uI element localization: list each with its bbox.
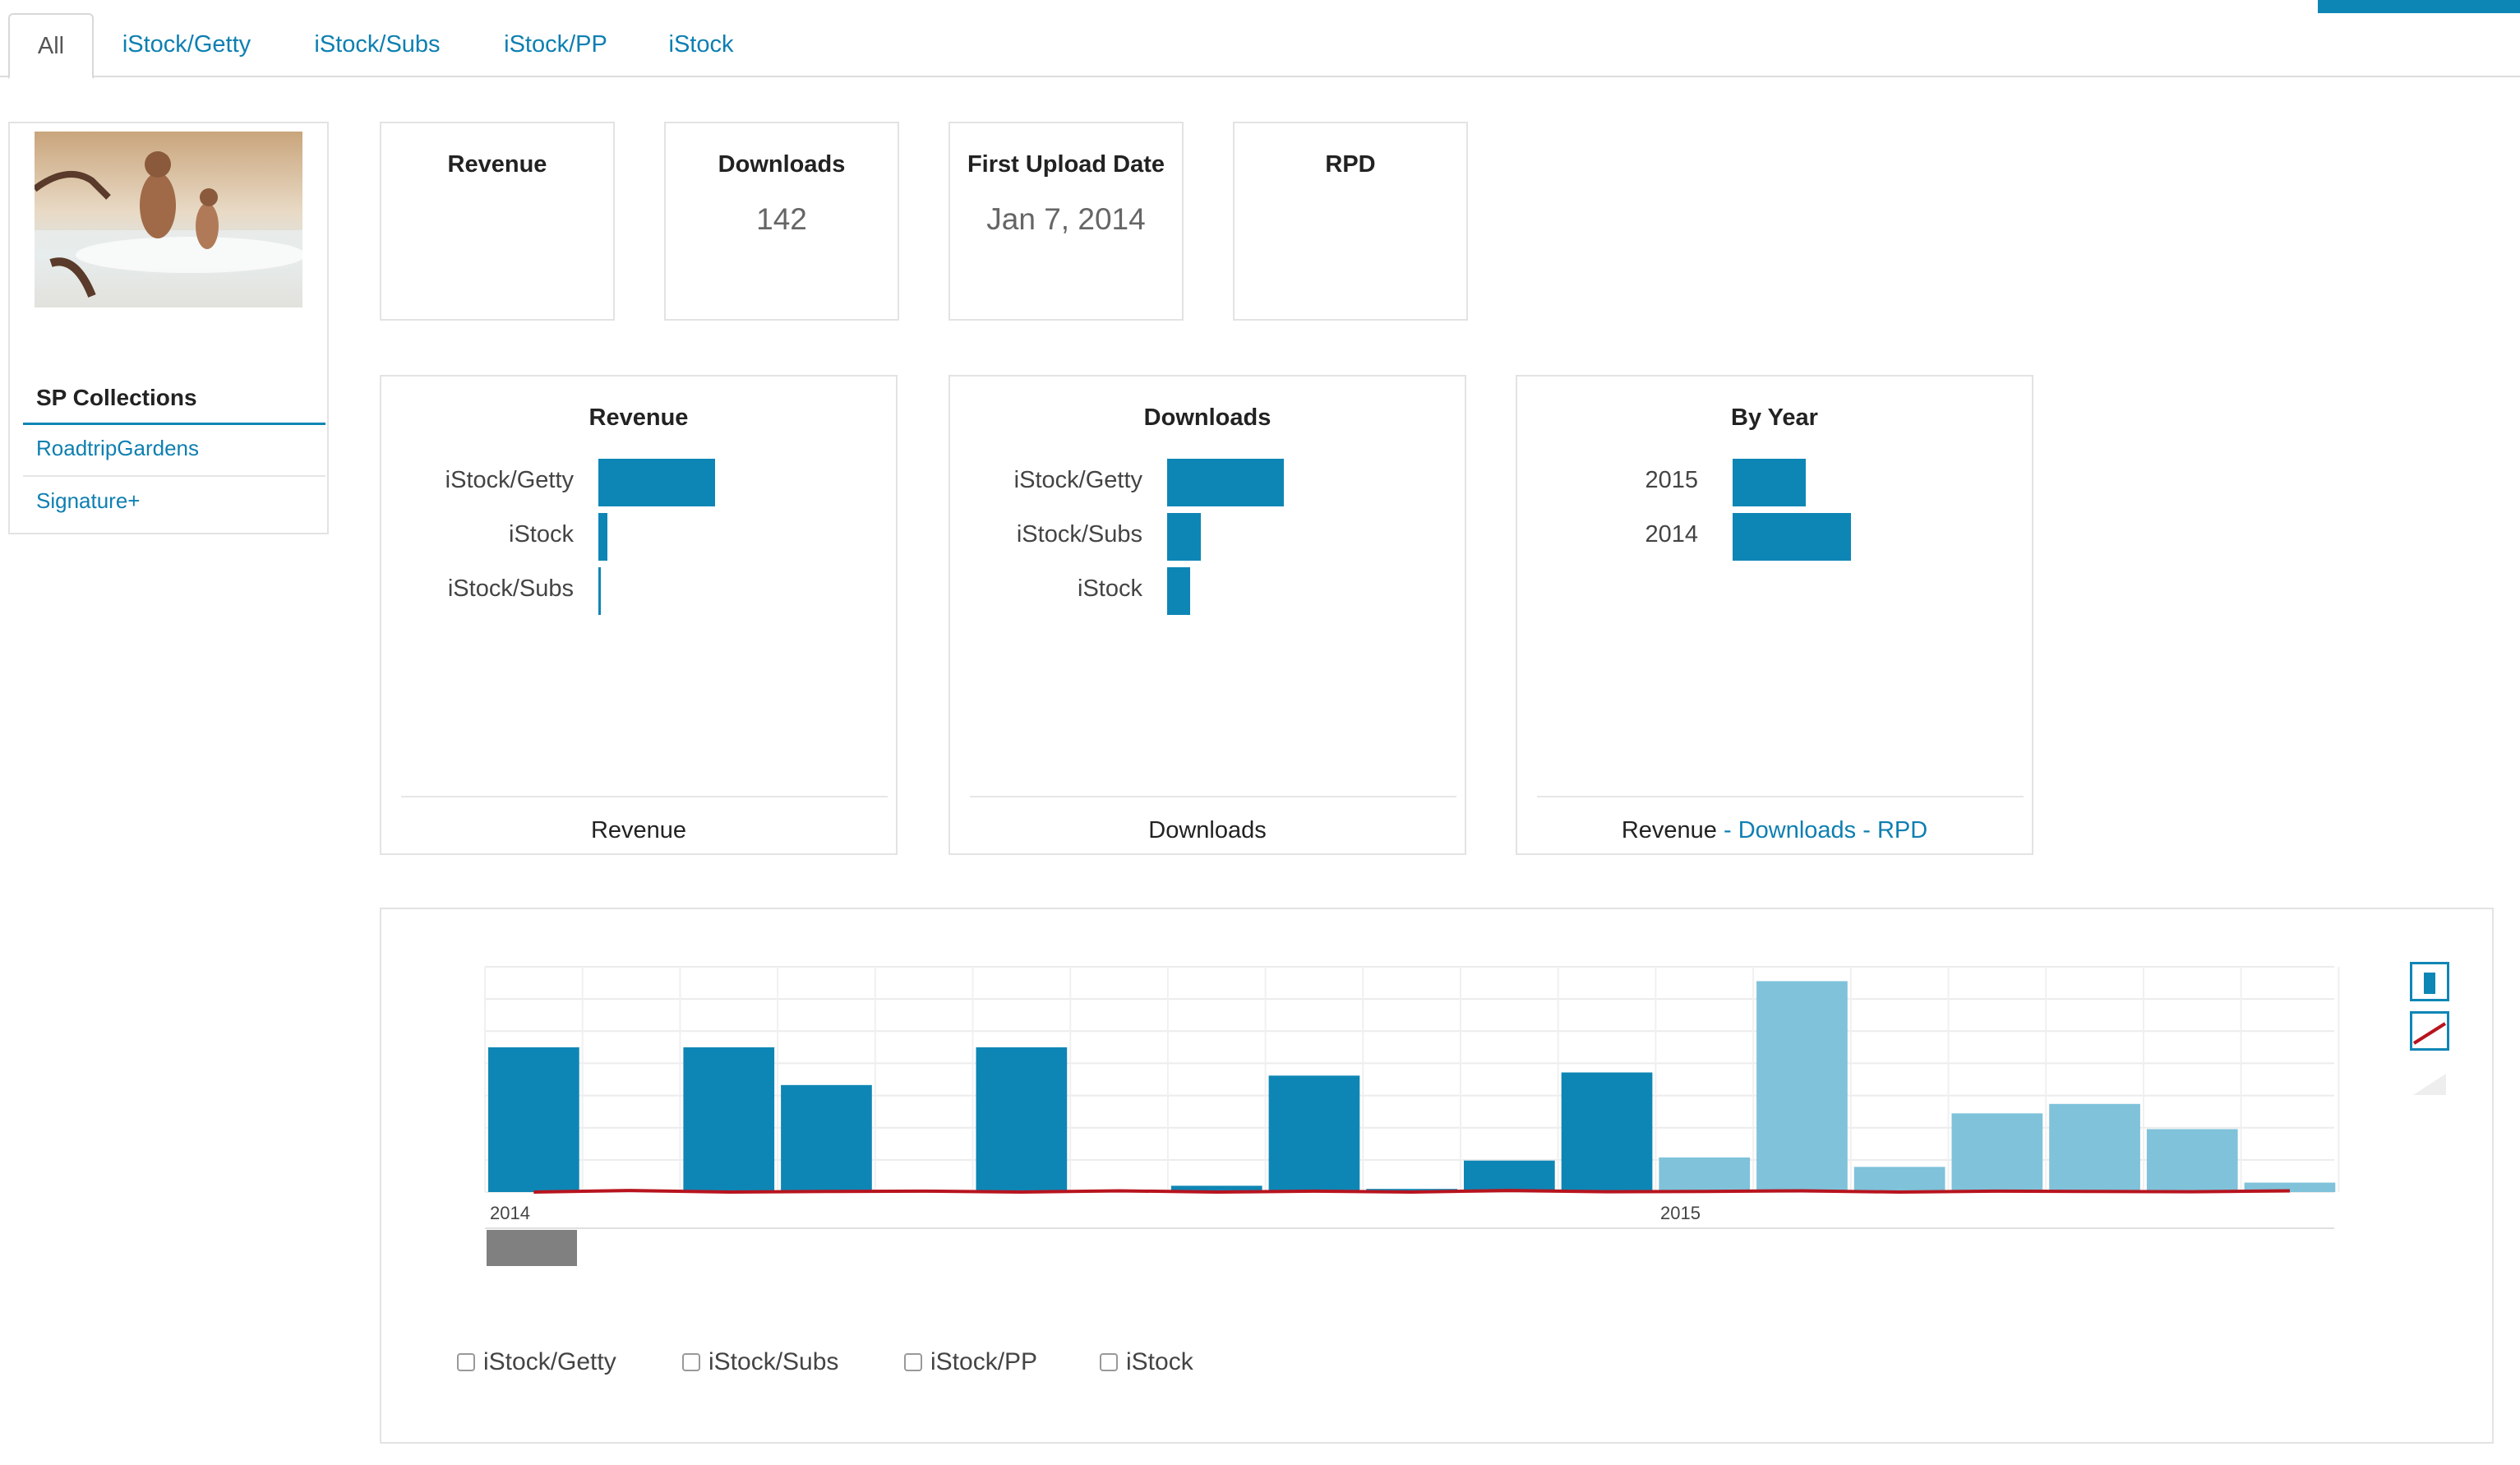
- stat-label: Revenue: [447, 151, 547, 178]
- x-axis-label: 2014: [490, 1203, 530, 1223]
- chart-bar[interactable]: [1170, 1185, 1262, 1192]
- separator: -: [1716, 817, 1738, 843]
- checkbox[interactable]: [904, 1353, 922, 1371]
- chart-bar[interactable]: [1268, 1075, 1360, 1192]
- bar-label: 2014: [1645, 521, 1698, 548]
- metric-revenue-current: Revenue: [1621, 817, 1717, 843]
- panel-title: Revenue: [588, 404, 689, 431]
- range-selector-handle[interactable]: [487, 1230, 577, 1266]
- checkbox[interactable]: [1100, 1353, 1118, 1371]
- panel-footer: Revenue: [590, 817, 687, 843]
- divider: [1537, 796, 2024, 797]
- chart-bar[interactable]: [2049, 1103, 2140, 1192]
- chart-bar[interactable]: [1853, 1167, 1945, 1192]
- revenue-bar[interactable]: [598, 459, 715, 506]
- checkbox-label: iStock/PP: [930, 1348, 1038, 1375]
- image-sidebar: [8, 122, 329, 534]
- chart-bar[interactable]: [1464, 1160, 1555, 1192]
- bar-label: 2015: [1645, 467, 1698, 493]
- filter-istock-getty[interactable]: iStock/Getty: [457, 1348, 616, 1376]
- bar-label: iStock/Getty: [445, 467, 574, 493]
- separator: -: [1856, 817, 1877, 843]
- stat-card-revenue: Revenue: [380, 122, 615, 321]
- checkbox-label: iStock/Subs: [708, 1348, 839, 1375]
- downloads-bar[interactable]: [1167, 459, 1284, 506]
- bar-label: iStock/Subs: [447, 575, 574, 602]
- revenue-bar[interactable]: [598, 567, 601, 615]
- chart-bar[interactable]: [976, 1047, 1068, 1192]
- sp-collections-title: SP Collections: [36, 385, 197, 410]
- panel-title: Downloads: [1143, 404, 1272, 431]
- downloads-bar[interactable]: [1167, 513, 1201, 561]
- checkbox-label: iStock/Getty: [483, 1348, 616, 1375]
- chart-bar[interactable]: [1756, 981, 1848, 1192]
- stat-card-downloads: Downloads 142: [664, 122, 899, 321]
- stat-card-first-upload-date: First Upload Date Jan 7, 2014: [948, 122, 1184, 321]
- divider: [401, 796, 888, 797]
- bar-label: iStock: [1078, 575, 1142, 602]
- chart-bar[interactable]: [2146, 1129, 2238, 1192]
- image-thumbnail[interactable]: [35, 132, 302, 307]
- chart-bar[interactable]: [781, 1084, 872, 1192]
- sp-collections-underline: [23, 423, 325, 425]
- chart-bar[interactable]: [2244, 1182, 2336, 1192]
- chart-bars: [488, 981, 2336, 1192]
- divider: [970, 796, 1456, 797]
- bar-chart-icon[interactable]: [2410, 962, 2449, 1001]
- stat-card-rpd: RPD: [1233, 122, 1468, 321]
- x-axis-label: 2015: [1660, 1203, 1701, 1223]
- filter-istock[interactable]: iStock: [1100, 1348, 1193, 1376]
- by-year-panel: By Year 2015 2014 Revenue - Downloads - …: [1516, 375, 2033, 855]
- year-bar[interactable]: [1733, 513, 1851, 561]
- stat-label: RPD: [1325, 151, 1376, 178]
- bar-label: iStock/Getty: [1013, 467, 1142, 493]
- panel-footer: Downloads: [1148, 817, 1267, 843]
- collection-link-roadtripgardens[interactable]: RoadtripGardens: [36, 436, 199, 460]
- bar-label: iStock/Subs: [1016, 521, 1142, 548]
- chart-bar[interactable]: [1951, 1113, 2043, 1192]
- timeline-chart: 2014 2015: [484, 966, 2340, 1266]
- chart-bar[interactable]: [683, 1047, 775, 1192]
- revenue-bar[interactable]: [598, 513, 607, 561]
- panel-title: By Year: [1731, 404, 1818, 431]
- downloads-breakdown-panel: Downloads iStock/Getty iStock/Subs iStoc…: [948, 375, 1466, 855]
- area-chart-icon[interactable]: [2410, 1069, 2449, 1097]
- filter-istock-pp[interactable]: iStock/PP: [904, 1348, 1037, 1376]
- year-bar[interactable]: [1733, 459, 1806, 506]
- line-chart-icon[interactable]: [2410, 1011, 2449, 1051]
- stat-label: Downloads: [718, 151, 846, 178]
- checkbox-label: iStock: [1126, 1348, 1193, 1375]
- chart-bar[interactable]: [1659, 1157, 1751, 1192]
- tab-istock-subs[interactable]: iStock/Subs: [314, 31, 441, 58]
- downloads-bar[interactable]: [1167, 567, 1190, 615]
- filter-istock-subs[interactable]: iStock/Subs: [682, 1348, 838, 1376]
- stat-value: Jan 7, 2014: [986, 202, 1146, 236]
- metric-switcher: Revenue - Downloads - RPD: [1517, 817, 2032, 844]
- collection-link-signature-plus[interactable]: Signature+: [36, 488, 141, 513]
- checkbox[interactable]: [457, 1353, 475, 1371]
- top-accent-bar: [2318, 0, 2520, 13]
- tab-istock-pp[interactable]: iStock/PP: [504, 31, 607, 58]
- timeline-chart-panel: [380, 908, 2494, 1444]
- tab-all[interactable]: All: [8, 13, 94, 79]
- rpd-line: [533, 1189, 2290, 1195]
- stat-label: First Upload Date: [967, 151, 1165, 178]
- tab-istock-getty[interactable]: iStock/Getty: [122, 31, 252, 58]
- revenue-breakdown-panel: Revenue iStock/Getty iStock iStock/Subs …: [380, 375, 898, 855]
- stat-value: 142: [756, 202, 807, 236]
- metric-rpd-link[interactable]: RPD: [1876, 817, 1928, 843]
- chart-bar[interactable]: [1561, 1072, 1653, 1192]
- tab-bar: All iStock/Getty iStock/Subs iStock/PP i…: [0, 0, 2520, 79]
- divider: [23, 475, 325, 477]
- tab-istock[interactable]: iStock: [668, 31, 734, 58]
- metric-downloads-link[interactable]: Downloads: [1738, 817, 1857, 843]
- chart-bar[interactable]: [488, 1047, 579, 1192]
- checkbox[interactable]: [682, 1353, 700, 1371]
- bar-label: iStock: [509, 521, 574, 548]
